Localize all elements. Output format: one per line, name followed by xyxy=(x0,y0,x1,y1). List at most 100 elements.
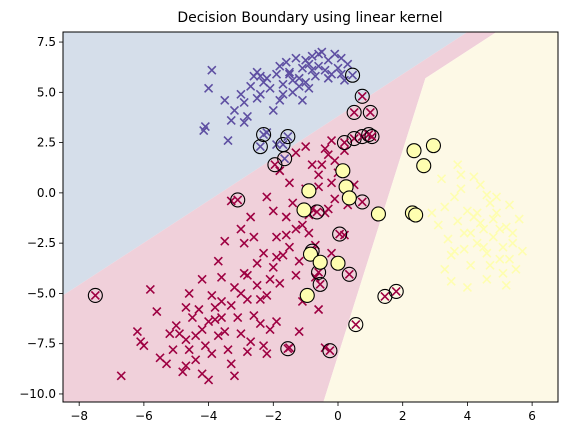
point-blue xyxy=(307,65,317,75)
point-crimson xyxy=(223,345,233,355)
point-crimson xyxy=(200,341,210,351)
support-vectors xyxy=(87,67,441,359)
point-crimson xyxy=(259,248,269,258)
point-yellow xyxy=(446,276,456,286)
point-crimson xyxy=(262,192,272,202)
support-vector-crimson xyxy=(267,157,283,173)
point-blue xyxy=(275,95,285,105)
support-vector-marker-crimson xyxy=(315,279,325,289)
y-tick-label: 0.0 xyxy=(37,186,56,200)
point-blue xyxy=(284,67,295,77)
y-axis: −10.0 −7.5 −5.0 −2.5 0.0 2.5 5.0 7.5 xyxy=(19,35,63,401)
point-crimson xyxy=(136,337,146,347)
data-points xyxy=(116,47,527,385)
support-vector-marker-crimson xyxy=(349,107,359,118)
support-vector-yellow xyxy=(299,287,315,303)
point-yellow xyxy=(462,282,472,292)
point-crimson xyxy=(233,312,243,323)
point-yellow xyxy=(459,244,469,254)
y-tick-label: −2.5 xyxy=(27,236,56,250)
point-blue xyxy=(242,111,252,122)
point-crimson xyxy=(252,258,262,268)
point-yellow xyxy=(485,260,495,270)
point-yellow xyxy=(511,264,521,274)
point-crimson xyxy=(197,274,207,284)
point-yellow xyxy=(443,234,453,244)
x-tick-label: 4 xyxy=(464,409,472,423)
support-vector-marker-crimson xyxy=(344,269,354,279)
point-crimson xyxy=(197,325,207,335)
point-crimson xyxy=(323,204,333,214)
region-yellow xyxy=(323,32,558,402)
support-vector-crimson xyxy=(87,287,103,303)
point-crimson xyxy=(132,327,142,337)
x-tick-label: 2 xyxy=(399,409,407,423)
support-vector-yellow xyxy=(335,163,351,179)
support-vector-blue xyxy=(345,67,361,83)
point-crimson xyxy=(249,310,259,321)
point-crimson xyxy=(246,337,256,347)
point-crimson xyxy=(304,228,314,238)
y-tick-label: 2.5 xyxy=(37,136,56,150)
point-yellow xyxy=(469,172,479,182)
point-crimson xyxy=(242,270,252,280)
x-tick-label: −8 xyxy=(70,409,88,423)
point-yellow xyxy=(504,200,515,210)
support-vector-crimson xyxy=(280,341,296,357)
point-crimson xyxy=(271,232,282,242)
point-yellow xyxy=(472,208,482,218)
support-vector-blue xyxy=(256,127,272,143)
point-crimson xyxy=(213,331,223,341)
support-vector-marker-crimson xyxy=(367,131,377,142)
point-crimson xyxy=(281,230,291,240)
point-blue xyxy=(236,89,246,99)
point-yellow xyxy=(449,192,460,202)
point-crimson xyxy=(174,329,185,339)
support-vector-marker-blue xyxy=(259,129,269,140)
point-yellow xyxy=(482,248,492,258)
point-yellow xyxy=(488,232,498,242)
point-blue xyxy=(297,95,307,105)
point-yellow xyxy=(488,214,498,224)
point-blue xyxy=(339,75,350,85)
point-blue xyxy=(271,69,282,79)
point-blue xyxy=(229,105,240,115)
point-crimson xyxy=(226,359,236,369)
point-blue xyxy=(239,97,249,107)
point-blue xyxy=(330,49,340,59)
point-blue xyxy=(294,73,304,83)
point-blue xyxy=(288,75,298,85)
decision-regions xyxy=(63,32,558,402)
support-vector-marker-crimson xyxy=(365,107,375,118)
point-crimson xyxy=(271,316,282,327)
point-blue xyxy=(343,59,353,69)
support-vector-marker-crimson xyxy=(351,320,361,330)
support-vector-yellow xyxy=(296,202,312,218)
point-crimson xyxy=(210,314,220,325)
point-crimson xyxy=(284,178,295,188)
point-crimson xyxy=(145,284,155,294)
point-crimson xyxy=(262,290,272,300)
point-crimson xyxy=(320,144,330,154)
point-crimson xyxy=(207,290,217,300)
point-blue xyxy=(255,89,265,99)
point-crimson xyxy=(168,345,178,355)
point-crimson xyxy=(265,274,275,284)
point-crimson xyxy=(291,270,301,280)
support-vector-marker-crimson xyxy=(391,286,401,296)
support-vector-marker-crimson xyxy=(339,138,350,148)
point-crimson xyxy=(165,329,175,339)
point-crimson xyxy=(255,319,265,329)
point-crimson xyxy=(301,142,311,152)
point-crimson xyxy=(255,294,265,305)
point-blue xyxy=(275,61,285,71)
support-vector-marker-blue xyxy=(278,140,288,150)
point-blue xyxy=(268,105,278,115)
point-crimson xyxy=(220,236,230,246)
support-vector-marker-crimson xyxy=(283,344,293,354)
point-crimson xyxy=(317,160,327,170)
support-vector-crimson xyxy=(346,104,362,120)
point-blue xyxy=(223,136,233,146)
point-crimson xyxy=(236,224,246,234)
